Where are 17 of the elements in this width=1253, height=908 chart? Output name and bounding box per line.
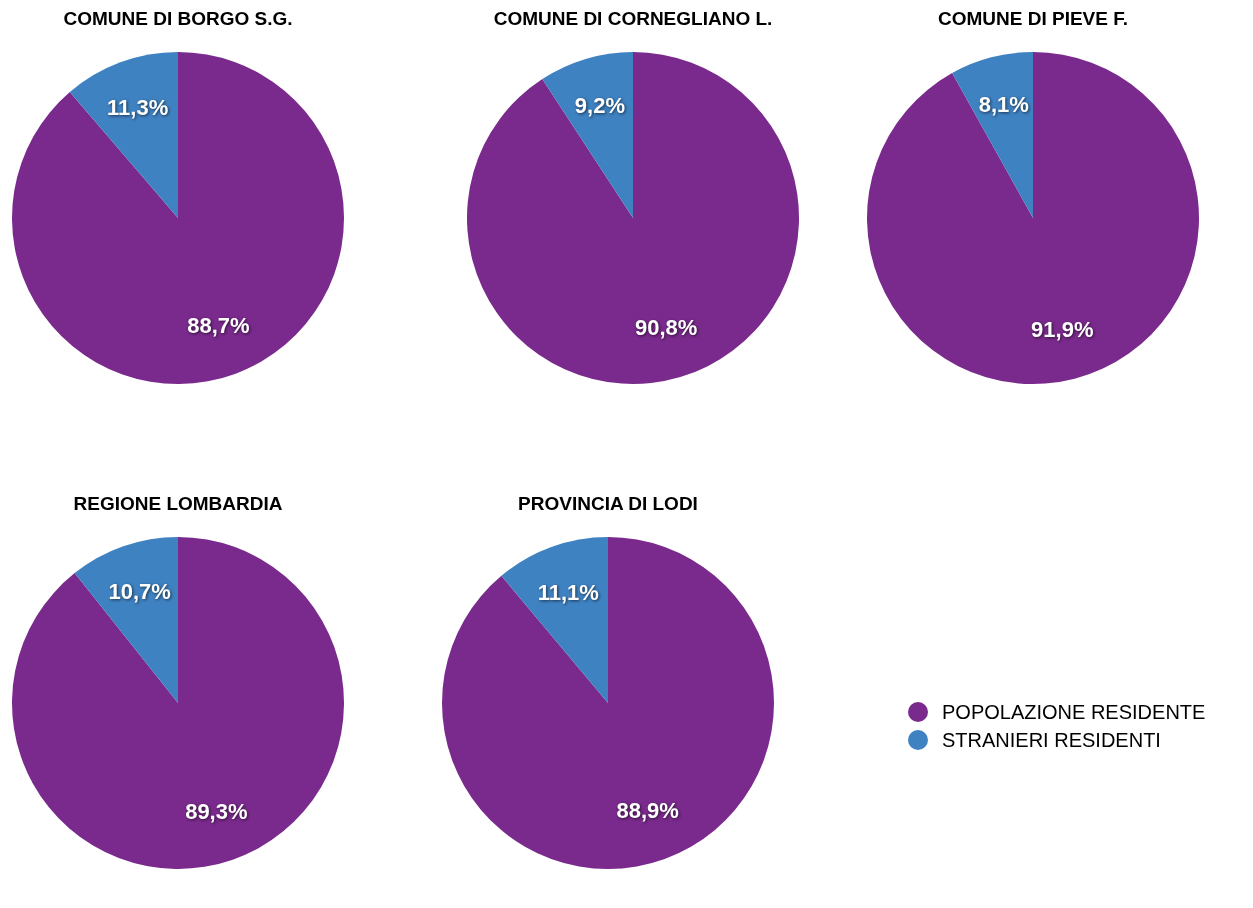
legend-label: STRANIERI RESIDENTI: [942, 728, 1161, 752]
data-label: 89,3%: [185, 798, 248, 824]
chart-title: REGIONE LOMBARDIA: [72, 493, 284, 516]
data-label: 88,9%: [616, 798, 679, 824]
legend-label: POPOLAZIONE RESIDENTE: [942, 700, 1206, 724]
data-label: 91,9%: [1031, 316, 1094, 342]
chart-title: COMUNE DI CORNEGLIANO L.: [492, 8, 774, 31]
data-label: 8,1%: [978, 91, 1029, 117]
chart-title: COMUNE DI PIEVE F.: [937, 8, 1129, 31]
data-label: 88,7%: [187, 313, 250, 339]
data-label: 11,1%: [537, 579, 599, 605]
data-label: 11,3%: [107, 95, 169, 121]
chart-title: COMUNE DI BORGO S.G.: [62, 8, 294, 31]
data-label: 90,8%: [634, 315, 698, 341]
chart-title: PROVINCIA DI LODI: [517, 493, 699, 516]
data-label: 9,2%: [574, 92, 625, 118]
data-label: 10,7%: [108, 579, 171, 605]
